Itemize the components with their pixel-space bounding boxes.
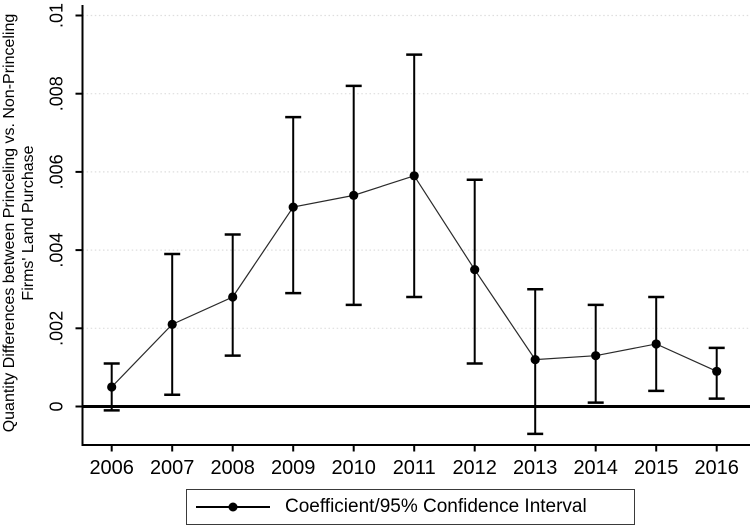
x-tick-label: 2007 bbox=[150, 457, 195, 479]
data-point bbox=[349, 190, 359, 200]
x-tick-label: 2006 bbox=[89, 457, 134, 479]
legend: Coefficient/95% Confidence Interval bbox=[186, 489, 635, 525]
y-tick-label: .01 bbox=[46, 3, 66, 28]
x-tick-label: 2016 bbox=[694, 457, 739, 479]
x-tick-label: 2013 bbox=[513, 457, 558, 479]
data-point bbox=[167, 319, 177, 329]
x-tick-label: 2010 bbox=[331, 457, 376, 479]
y-tick-label: 0 bbox=[46, 401, 66, 411]
legend-sample-dot bbox=[228, 502, 238, 512]
data-point bbox=[530, 354, 540, 365]
y-tick-label: .006 bbox=[46, 154, 66, 189]
data-point bbox=[228, 292, 238, 302]
data-point bbox=[409, 171, 419, 181]
y-tick-label: .002 bbox=[46, 311, 66, 346]
y-tick-label: .004 bbox=[46, 233, 66, 268]
data-point bbox=[107, 382, 117, 392]
y-tick-label: .008 bbox=[46, 76, 66, 111]
data-point bbox=[288, 202, 298, 212]
data-point bbox=[712, 366, 722, 376]
x-tick-label: 2012 bbox=[452, 457, 497, 479]
data-point bbox=[470, 265, 480, 275]
x-tick-label: 2008 bbox=[210, 457, 255, 479]
data-point bbox=[591, 351, 601, 361]
data-point bbox=[651, 339, 661, 349]
x-tick-label: 2011 bbox=[393, 457, 436, 479]
x-tick-label: 2009 bbox=[271, 457, 316, 479]
legend-label: Coefficient/95% Confidence Interval bbox=[285, 496, 587, 517]
legend-marker-sample bbox=[196, 502, 270, 512]
x-tick-label: 2014 bbox=[573, 457, 618, 479]
x-tick-label: 2015 bbox=[634, 457, 679, 479]
